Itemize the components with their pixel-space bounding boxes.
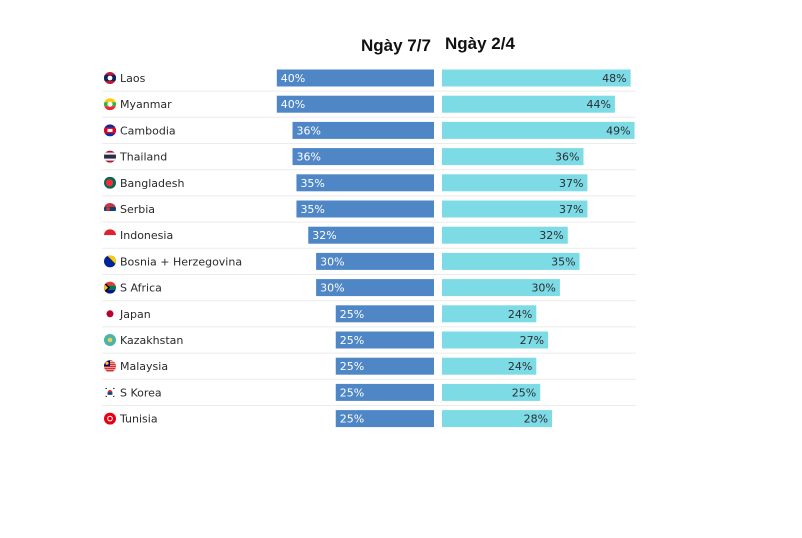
bar-right bbox=[442, 357, 537, 375]
value-label-left: 25% bbox=[340, 360, 364, 373]
category-label: Japan bbox=[119, 308, 151, 321]
value-label-right: 44% bbox=[586, 98, 610, 111]
category-label: Cambodia bbox=[120, 124, 176, 137]
value-label-right: 37% bbox=[559, 177, 583, 190]
category-label: Bosnia + Herzegovina bbox=[120, 255, 242, 268]
value-label-right: 25% bbox=[512, 386, 536, 399]
south-korea-flag-icon bbox=[104, 386, 116, 399]
series-header-left: Ngày 7/7 bbox=[361, 36, 431, 55]
value-label-left: 36% bbox=[297, 124, 321, 137]
bar-right bbox=[442, 148, 584, 166]
value-label-left: 40% bbox=[281, 72, 305, 85]
bar-left bbox=[335, 331, 434, 349]
kazakhstan-flag-icon bbox=[104, 334, 116, 346]
laos-flag-icon bbox=[104, 72, 116, 84]
bar-left bbox=[292, 148, 434, 166]
bar-left bbox=[276, 69, 434, 87]
category-label: Indonesia bbox=[120, 229, 173, 242]
value-label-left: 30% bbox=[320, 282, 344, 295]
bar-right bbox=[442, 121, 635, 139]
value-label-right: 28% bbox=[524, 413, 548, 426]
category-label: Thailand bbox=[119, 151, 167, 164]
value-label-right: 27% bbox=[520, 334, 544, 347]
bar-left bbox=[316, 279, 434, 297]
malaysia-flag-icon bbox=[104, 360, 116, 372]
thailand-flag-icon bbox=[104, 150, 116, 163]
category-label: S Korea bbox=[120, 386, 162, 399]
value-label-left: 36% bbox=[297, 151, 321, 164]
bar-right bbox=[442, 331, 549, 349]
value-label-right: 30% bbox=[531, 282, 555, 295]
cambodia-flag-icon bbox=[104, 124, 116, 137]
bar-left bbox=[292, 121, 434, 139]
bar-left bbox=[335, 357, 434, 375]
bar-right bbox=[442, 200, 588, 218]
value-label-left: 25% bbox=[340, 413, 364, 426]
category-label: Malaysia bbox=[120, 360, 168, 373]
south-africa-flag-icon bbox=[104, 281, 116, 294]
value-label-left: 25% bbox=[340, 308, 364, 321]
value-label-right: 37% bbox=[559, 203, 583, 216]
value-label-right: 48% bbox=[602, 72, 626, 85]
value-label-right: 24% bbox=[508, 360, 532, 373]
value-label-left: 30% bbox=[320, 255, 344, 268]
bar-right bbox=[442, 410, 553, 428]
serbia-flag-icon bbox=[104, 203, 116, 215]
bar-left bbox=[296, 200, 434, 218]
bar-right bbox=[442, 69, 631, 87]
bar-right bbox=[442, 95, 615, 113]
value-label-right: 36% bbox=[555, 151, 579, 164]
bar-right bbox=[442, 226, 568, 244]
value-label-left: 40% bbox=[281, 98, 305, 111]
series-header-right: Ngày 2/4 bbox=[445, 34, 515, 53]
value-label-left: 35% bbox=[300, 203, 324, 216]
bar-left bbox=[276, 95, 434, 113]
tunisia-flag-icon bbox=[104, 412, 116, 425]
category-label: Tunisia bbox=[119, 413, 158, 426]
value-label-right: 35% bbox=[551, 255, 575, 268]
indonesia-flag-icon bbox=[104, 229, 116, 242]
category-label: Myanmar bbox=[120, 98, 172, 111]
bar-left bbox=[316, 252, 434, 270]
bar-left bbox=[308, 226, 434, 244]
category-label: Kazakhstan bbox=[120, 334, 183, 347]
japan-flag-icon bbox=[104, 307, 116, 320]
value-label-left: 35% bbox=[300, 177, 324, 190]
value-label-left: 25% bbox=[340, 334, 364, 347]
value-label-left: 32% bbox=[312, 229, 336, 242]
value-label-right: 49% bbox=[606, 124, 630, 137]
value-label-right: 32% bbox=[539, 229, 563, 242]
bar-right bbox=[442, 252, 580, 270]
bar-left bbox=[335, 410, 434, 428]
category-label: Serbia bbox=[120, 203, 155, 216]
category-label: Laos bbox=[120, 72, 146, 85]
category-label: Bangladesh bbox=[120, 177, 185, 190]
myanmar-flag-icon bbox=[104, 98, 116, 111]
bosnia-flag-icon bbox=[104, 255, 116, 268]
bar-right bbox=[442, 383, 541, 401]
bar-left bbox=[296, 174, 434, 192]
bar-left bbox=[335, 383, 434, 401]
value-label-left: 25% bbox=[340, 386, 364, 399]
value-label-right: 24% bbox=[508, 308, 532, 321]
category-label: S Africa bbox=[120, 282, 162, 295]
bar-right bbox=[442, 305, 537, 323]
bar-right bbox=[442, 279, 560, 297]
bangladesh-flag-icon bbox=[104, 176, 116, 189]
bar-right bbox=[442, 174, 588, 192]
bar-left bbox=[335, 305, 434, 323]
